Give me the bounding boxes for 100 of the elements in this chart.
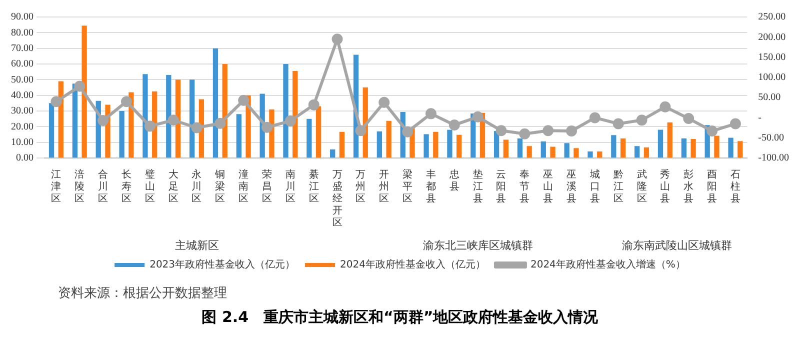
bar [142,74,148,158]
x-tick-label: 合川区 [98,168,108,205]
point [332,34,343,45]
x-tick-label: 梁平区 [402,168,413,205]
bar [550,146,556,158]
bar [728,138,734,158]
bar [376,131,382,158]
point [589,112,600,124]
x-tick-label: 忠县 [448,168,460,193]
y-tick-label: 0.00 [16,152,34,164]
point [308,99,320,110]
y-tick-label: 70.00 [11,42,34,54]
x-tick-label: 彭水县 [684,168,694,205]
point [50,96,62,108]
y-tick-label: 10.00 [11,136,34,148]
y2-tick-label: 150.00 [758,52,786,63]
x-tick-label: 璧山区 [144,168,155,205]
x-tick-label: 铜梁区 [214,170,226,205]
x-tick-label: 大足区 [168,168,178,205]
point [355,125,366,136]
bar [433,132,438,158]
y2-tick-label: 200.00 [758,32,786,43]
bar [48,103,54,158]
bar [283,64,288,158]
x-tick-label: 黔江区 [612,168,624,205]
bar [503,140,508,158]
x-tick-label: 石柱县 [730,170,740,205]
point [74,80,86,92]
point [98,115,109,126]
bar [681,138,687,158]
y-tick-label: 80.00 [11,27,34,38]
text: 主城新区 [174,238,219,252]
point [402,126,414,138]
bar [119,111,124,158]
point [120,96,132,108]
point [191,122,202,134]
bar [494,131,500,158]
point [496,125,507,136]
point [144,120,156,132]
y-tick-label: 90.00 [11,12,34,23]
bar [690,139,696,158]
x-tick-label: 城口县 [588,168,600,205]
text: 资料来源：根据公开数据整理 [58,285,228,302]
y-tick-label: 40.00 [11,90,34,101]
x-tick-label: 丰都县 [426,168,436,205]
y2-tick-label: 100.00 [758,72,786,84]
point [262,122,273,133]
bar [611,135,616,158]
bar [189,80,195,158]
x-tick-label: 开州区 [379,170,390,205]
point [168,114,179,126]
x-tick-label: 南川区 [285,168,296,205]
bar [644,147,650,158]
x-tick-label: 万州区 [356,170,366,205]
bar [386,120,392,158]
point [730,118,741,130]
bar [564,143,570,158]
bar [82,26,87,158]
x-tick-label: 荣昌区 [262,168,272,205]
point [612,118,624,130]
bar [236,114,242,158]
y-tick-label: 50.00 [11,74,34,86]
x-tick-label: 永川区 [192,168,202,205]
bar [456,134,462,158]
y-tick-label: 30.00 [11,106,34,117]
bar [424,134,429,158]
text: 图 2.4 重庆市主城新区和“两群”地区政府性基金收入情况 [200,308,600,327]
bar [306,118,312,158]
point [706,126,718,137]
x-tick-label: 巫溪县 [566,170,576,205]
point [448,119,460,130]
y2-tick-label: 50.00 [758,92,781,104]
bar [526,146,532,158]
text: 渝东南武陵山区城镇群 [622,238,732,252]
text: 渝东北三峡库区城镇群 [423,238,534,252]
point [425,108,436,120]
x-tick-label: 万盛经开区 [332,170,342,229]
bar [597,151,602,158]
point [472,111,484,122]
y2-tick-label: -50.00 [758,132,784,144]
x-tick-label: 云阳县 [496,170,506,205]
bar [738,141,743,158]
bar [540,141,546,158]
legend-label: 2024年政府性基金收入（亿元） [340,258,486,271]
point [566,126,578,137]
point [542,125,554,136]
bar [212,48,218,158]
bar [620,138,626,158]
x-tick-label: 江津区 [51,168,62,205]
point [284,115,296,126]
x-tick-label: 酉阳县 [707,170,718,205]
bar [714,136,720,158]
bar [447,130,452,158]
x-tick-label: 潼南区 [238,168,249,205]
y2-tick-label: -100.00 [758,152,790,164]
bar [330,149,336,158]
x-tick-label: 涪陵区 [74,168,85,205]
x-tick-label: 武隆区 [636,168,647,205]
legend-label: 2024年政府性基金收入增速（%） [530,258,686,271]
x-tick-label: 綦江区 [308,168,319,205]
